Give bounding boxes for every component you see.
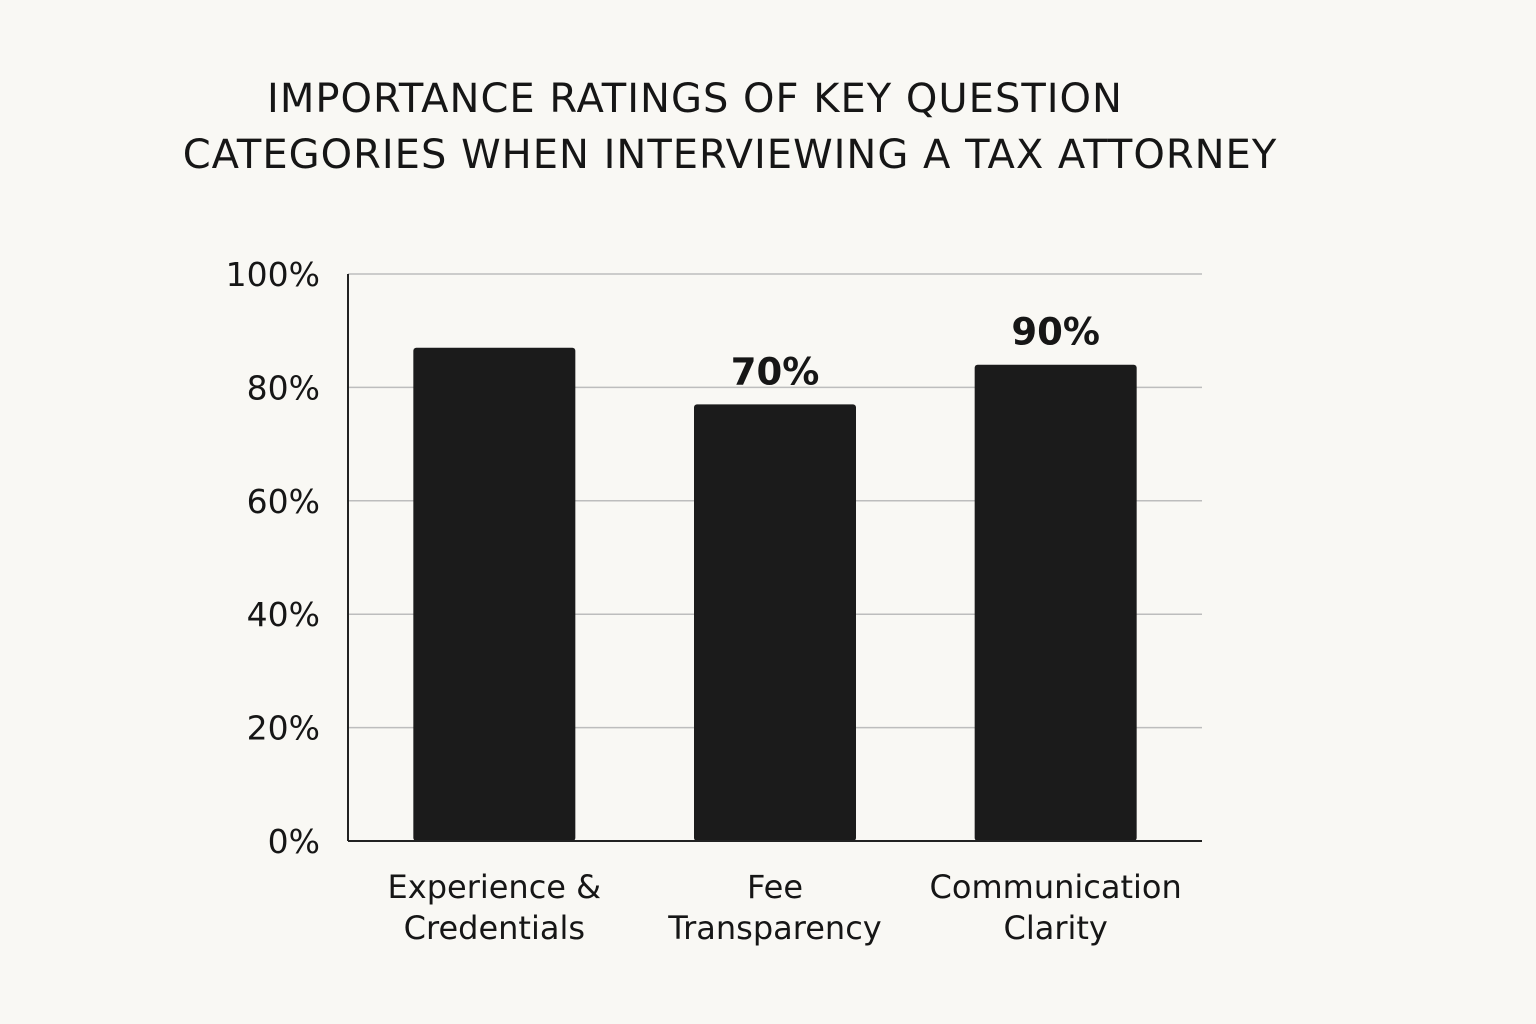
y-axis-ticks: 0% 20% 40% 60% 80% 100% <box>226 255 320 861</box>
category-label-experience-credentials-line-1: Experience & <box>388 868 602 906</box>
chart-title-line-1: IMPORTANCE RATINGS OF KEY QUESTION <box>267 76 1123 122</box>
y-tick-label-0: 0% <box>268 822 320 861</box>
y-tick-label-40: 40% <box>247 595 320 634</box>
category-label-fee-transparency-line-1: Fee <box>747 868 803 906</box>
data-label-communication-clarity: 90% <box>1011 311 1100 354</box>
category-label-communication-clarity-line-2: Clarity <box>1003 909 1107 947</box>
bars <box>413 347 1137 841</box>
category-label-experience-credentials-line-2: Credentials <box>404 909 585 947</box>
bar-communication-clarity <box>974 364 1137 841</box>
chart-title-line-2: CATEGORIES WHEN INTERVIEWING A TAX ATTOR… <box>183 132 1278 178</box>
y-tick-label-60: 60% <box>247 482 320 521</box>
data-labels: 70% 90% <box>731 311 1100 394</box>
y-tick-label-20: 20% <box>247 709 320 748</box>
category-label-communication-clarity-line-1: Communication <box>930 868 1182 906</box>
category-label-fee-transparency-line-2: Transparency <box>667 909 881 947</box>
chart-title: IMPORTANCE RATINGS OF KEY QUESTION CATEG… <box>183 76 1278 178</box>
data-label-fee-transparency: 70% <box>731 350 820 393</box>
bar-fee-transparency <box>694 404 856 841</box>
y-tick-label-100: 100% <box>226 255 320 294</box>
bar-experience-credentials <box>413 347 576 841</box>
y-tick-label-80: 80% <box>247 368 320 407</box>
